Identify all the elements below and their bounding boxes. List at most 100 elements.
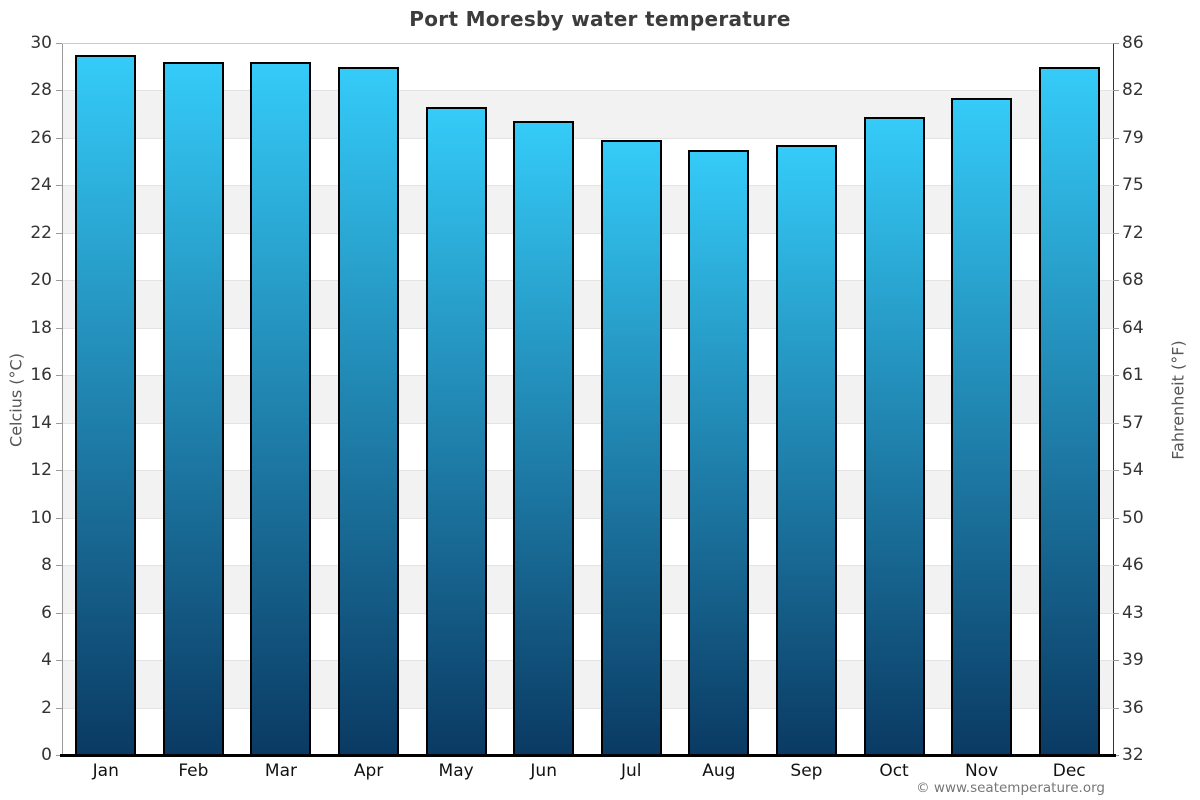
y-tick-label-fahrenheit: 46 (1122, 555, 1144, 576)
y-tick-mark-left (56, 375, 62, 377)
gridline (62, 327, 1113, 329)
background-band (62, 185, 1113, 233)
gridline (62, 185, 1113, 187)
y-tick-mark-right (1113, 232, 1119, 234)
y-tick-label-fahrenheit: 57 (1122, 412, 1144, 433)
y-tick-mark-left (56, 612, 62, 614)
y-axis-left-spine (62, 43, 63, 755)
y-tick-label-celsius: 2 (41, 697, 52, 718)
y-tick-label-fahrenheit: 43 (1122, 602, 1144, 623)
bar-apr (338, 66, 400, 755)
y-tick-label-celsius: 8 (41, 555, 52, 576)
background-band (62, 90, 1113, 138)
y-tick-mark-right (1113, 660, 1119, 662)
y-tick-label-fahrenheit: 39 (1122, 650, 1144, 671)
background-band (62, 232, 1113, 281)
y-axis-left-label: Celcius (°C) (6, 353, 26, 447)
x-tick-label-nov: Nov (965, 761, 999, 781)
plot-top-border (62, 43, 1113, 44)
bar-sep (775, 145, 837, 755)
background-band (62, 280, 1113, 328)
y-tick-mark-left (56, 327, 62, 329)
y-tick-label-celsius: 24 (30, 175, 52, 196)
y-tick-label-fahrenheit: 64 (1122, 317, 1144, 338)
y-tick-mark-right (1113, 327, 1119, 329)
y-tick-label-celsius: 20 (30, 270, 52, 291)
y-tick-label-celsius: 18 (30, 317, 52, 338)
gridline (62, 232, 1113, 234)
y-tick-label-fahrenheit: 50 (1122, 507, 1144, 528)
gridline (62, 280, 1113, 282)
y-tick-label-celsius: 4 (41, 650, 52, 671)
x-tick-label-feb: Feb (178, 761, 209, 781)
background-band (62, 327, 1113, 376)
background-band (62, 470, 1113, 518)
y-tick-mark-left (56, 755, 62, 756)
y-tick-label-celsius: 12 (30, 460, 52, 481)
y-tick-mark-left (56, 232, 62, 234)
y-axis-right-label: Fahrenheit (°F) (1168, 340, 1188, 460)
y-tick-mark-left (56, 422, 62, 424)
x-tick-label-jun: Jun (530, 761, 557, 781)
plot-area (62, 43, 1113, 755)
y-tick-label-fahrenheit: 72 (1122, 222, 1144, 243)
x-tick-label-apr: Apr (353, 761, 384, 781)
bar-dec (1038, 66, 1100, 755)
x-tick-label-may: May (438, 761, 474, 781)
y-tick-mark-right (1113, 565, 1119, 567)
x-tick-label-aug: Aug (702, 761, 736, 781)
y-tick-label-fahrenheit: 68 (1122, 270, 1144, 291)
y-tick-mark-right (1113, 375, 1119, 377)
y-tick-mark-left (56, 565, 62, 567)
x-tick-label-jan: Jan (92, 761, 119, 781)
y-tick-mark-right (1113, 422, 1119, 424)
y-tick-mark-right (1113, 707, 1119, 709)
y-tick-label-celsius: 22 (30, 222, 52, 243)
background-band (62, 137, 1113, 186)
y-tick-mark-right (1113, 280, 1119, 282)
background-band (62, 517, 1113, 566)
gridline (62, 90, 1113, 92)
gridline (62, 565, 1113, 567)
background-band (62, 375, 1113, 423)
background-band (62, 612, 1113, 661)
gridline (62, 660, 1113, 662)
gridline (62, 707, 1113, 709)
y-tick-mark-right (1113, 612, 1119, 614)
y-tick-mark-right (1113, 185, 1119, 187)
y-tick-mark-left (56, 470, 62, 472)
y-tick-mark-right (1113, 755, 1119, 756)
y-tick-label-fahrenheit: 54 (1122, 460, 1144, 481)
bar-oct (863, 116, 925, 755)
copyright-watermark: © www.seatemperature.org (916, 780, 1105, 796)
y-axis-right-spine (1113, 43, 1114, 755)
y-tick-mark-right (1113, 517, 1119, 519)
y-tick-mark-right (1113, 137, 1119, 139)
gridline (62, 470, 1113, 472)
y-tick-label-celsius: 0 (41, 745, 52, 765)
y-tick-mark-left (56, 90, 62, 92)
background-band (62, 707, 1113, 755)
bar-jul (600, 140, 662, 755)
y-tick-label-fahrenheit: 32 (1122, 745, 1144, 765)
y-tick-mark-right (1113, 470, 1119, 472)
bar-feb (162, 61, 224, 755)
y-tick-label-fahrenheit: 61 (1122, 365, 1144, 386)
bar-jun (513, 121, 575, 755)
y-tick-label-celsius: 28 (30, 80, 52, 101)
y-tick-label-celsius: 14 (30, 412, 52, 433)
y-tick-label-fahrenheit: 75 (1122, 175, 1144, 196)
bar-mar (250, 61, 312, 755)
y-tick-mark-right (1113, 43, 1119, 44)
chart-title: Port Moresby water temperature (409, 7, 791, 31)
bar-may (425, 107, 487, 755)
y-tick-mark-left (56, 707, 62, 709)
background-band (62, 565, 1113, 613)
y-tick-mark-left (56, 517, 62, 519)
y-tick-label-celsius: 6 (41, 602, 52, 623)
gridline (62, 612, 1113, 614)
x-tick-label-mar: Mar (264, 761, 297, 781)
gridline (62, 375, 1113, 377)
y-tick-label-celsius: 30 (30, 33, 52, 53)
y-tick-label-fahrenheit: 86 (1122, 33, 1144, 53)
